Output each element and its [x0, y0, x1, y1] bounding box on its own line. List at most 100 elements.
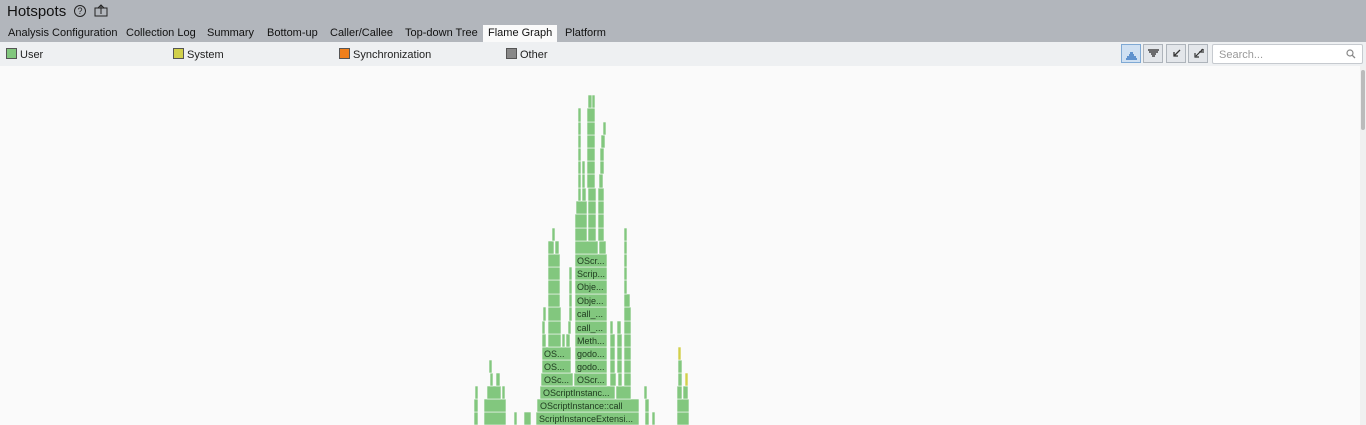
flame-frame[interactable]: [609, 320, 614, 335]
flame-frame[interactable]: [623, 227, 628, 242]
flame-frame[interactable]: [591, 94, 596, 109]
flame-frame[interactable]: [623, 253, 628, 268]
flame-frame[interactable]: [676, 385, 683, 400]
tab-flame-graph[interactable]: Flame Graph: [483, 25, 558, 42]
flame-frame[interactable]: [547, 306, 562, 322]
flame-frame[interactable]: [501, 385, 506, 400]
flame-frame[interactable]: [488, 359, 493, 374]
flame-frame[interactable]: [495, 372, 501, 387]
flame-frame[interactable]: [623, 279, 628, 295]
flame-frame[interactable]: [677, 359, 683, 374]
flame-frame[interactable]: [643, 385, 648, 400]
flame-frame[interactable]: [586, 160, 596, 175]
flame-frame[interactable]: [599, 160, 605, 175]
flame-frame[interactable]: [644, 398, 650, 413]
expand-button[interactable]: [1188, 44, 1208, 63]
flame-frame[interactable]: [473, 398, 479, 413]
flame-frame[interactable]: [616, 333, 623, 348]
flame-frame[interactable]: [581, 160, 586, 175]
flame-frame[interactable]: [547, 253, 561, 268]
flame-frame[interactable]: [586, 134, 596, 149]
flame-frame[interactable]: [547, 320, 562, 335]
flame-frame[interactable]: [581, 187, 587, 202]
flame-frame[interactable]: [616, 320, 622, 335]
tab-top-down-tree[interactable]: Top-down Tree: [405, 27, 478, 39]
flame-frame[interactable]: [547, 293, 561, 308]
flame-frame[interactable]: [598, 173, 604, 189]
flame-frame[interactable]: [577, 160, 582, 175]
flame-frame[interactable]: [616, 359, 623, 374]
tab-caller-callee[interactable]: Caller/Callee: [330, 27, 393, 39]
flame-frame[interactable]: [577, 187, 582, 202]
flame-frame[interactable]: [513, 411, 518, 425]
flame-frame[interactable]: [599, 147, 605, 162]
flame-frame[interactable]: [677, 372, 683, 387]
collapse-button[interactable]: [1166, 44, 1186, 63]
flame-frame[interactable]: [483, 398, 507, 413]
flame-frame[interactable]: [617, 372, 623, 387]
question-circle-icon[interactable]: ?: [74, 5, 86, 17]
flame-frame[interactable]: [568, 279, 573, 295]
flame-frame[interactable]: [541, 333, 547, 348]
flame-frame[interactable]: [623, 293, 631, 308]
flame-frame[interactable]: [547, 333, 562, 348]
flame-frame[interactable]: [623, 320, 632, 335]
flame-frame[interactable]: [547, 240, 555, 255]
flame-frame[interactable]: [542, 306, 547, 322]
tab-analysis-configuration[interactable]: Analysis Configuration: [8, 27, 118, 39]
flame-frame[interactable]: [486, 385, 502, 400]
flame-frame[interactable]: [615, 385, 632, 400]
flame-frame[interactable]: [574, 213, 588, 229]
flame-frame[interactable]: [561, 333, 566, 348]
flame-graph[interactable]: ScriptInstanceExtensi... OScriptInstance…: [0, 66, 1360, 425]
vertical-scrollbar[interactable]: [1360, 66, 1366, 425]
flame-frame[interactable]: [483, 411, 507, 425]
search-box[interactable]: [1212, 44, 1363, 64]
flame-frame[interactable]: [581, 173, 586, 189]
flame-frame[interactable]: [551, 227, 556, 242]
flame-frame[interactable]: [574, 240, 599, 255]
flame-frame[interactable]: [623, 359, 632, 374]
flame-frame[interactable]: [541, 320, 546, 335]
flame-frame[interactable]: [676, 411, 690, 425]
flame-frame[interactable]: [623, 266, 628, 281]
flame-frame[interactable]: [587, 94, 593, 109]
flame-frame[interactable]: [489, 372, 494, 387]
flame-frame[interactable]: [575, 200, 588, 215]
flame-frame[interactable]: [587, 200, 597, 215]
flame-frame[interactable]: [574, 227, 588, 242]
flame-frame[interactable]: [547, 279, 561, 295]
flame-frame[interactable]: [577, 173, 582, 189]
search-input[interactable]: [1217, 46, 1349, 64]
flame-frame[interactable]: [600, 134, 606, 149]
flame-frame[interactable]: [567, 320, 572, 335]
tab-bottom-up[interactable]: Bottom-up: [267, 27, 318, 39]
flame-frame[interactable]: [609, 359, 616, 374]
tab-summary[interactable]: Summary: [207, 27, 255, 39]
flame-frame[interactable]: [587, 187, 597, 202]
flame-frame[interactable]: [623, 240, 628, 255]
flame-frame[interactable]: [616, 346, 623, 361]
flame-frame[interactable]: [623, 372, 632, 387]
flame-frame-system[interactable]: [684, 372, 689, 387]
flame-frame[interactable]: [577, 107, 582, 123]
flame-frame[interactable]: [577, 147, 582, 162]
flame-frame[interactable]: [568, 293, 573, 308]
flame-frame[interactable]: [598, 240, 607, 255]
flame-frame[interactable]: [651, 411, 656, 425]
flame-frame[interactable]: [682, 385, 689, 400]
flame-frame[interactable]: [623, 306, 632, 322]
flame-frame[interactable]: [547, 266, 561, 281]
scrollbar-thumb[interactable]: [1361, 70, 1365, 130]
flame-frame[interactable]: [623, 333, 632, 348]
flame-frame[interactable]: [568, 266, 573, 281]
tab-collection-log[interactable]: Collection Log: [126, 27, 196, 39]
flame-frame[interactable]: [597, 213, 605, 229]
flame-frame[interactable]: [609, 372, 617, 387]
flame-frame[interactable]: [586, 107, 596, 123]
flame-frame[interactable]: [554, 240, 560, 255]
flame-frame[interactable]: [609, 333, 616, 348]
flame-frame[interactable]: [602, 121, 607, 136]
flame-frame[interactable]: [587, 213, 597, 229]
flame-frame[interactable]: [565, 333, 571, 348]
